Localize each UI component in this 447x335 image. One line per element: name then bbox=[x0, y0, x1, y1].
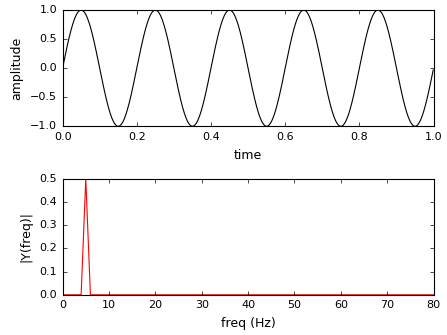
X-axis label: time: time bbox=[234, 149, 262, 162]
Y-axis label: |Y(freq)|: |Y(freq)| bbox=[19, 211, 32, 262]
X-axis label: freq (Hz): freq (Hz) bbox=[221, 317, 275, 330]
Y-axis label: amplitude: amplitude bbox=[10, 37, 23, 100]
